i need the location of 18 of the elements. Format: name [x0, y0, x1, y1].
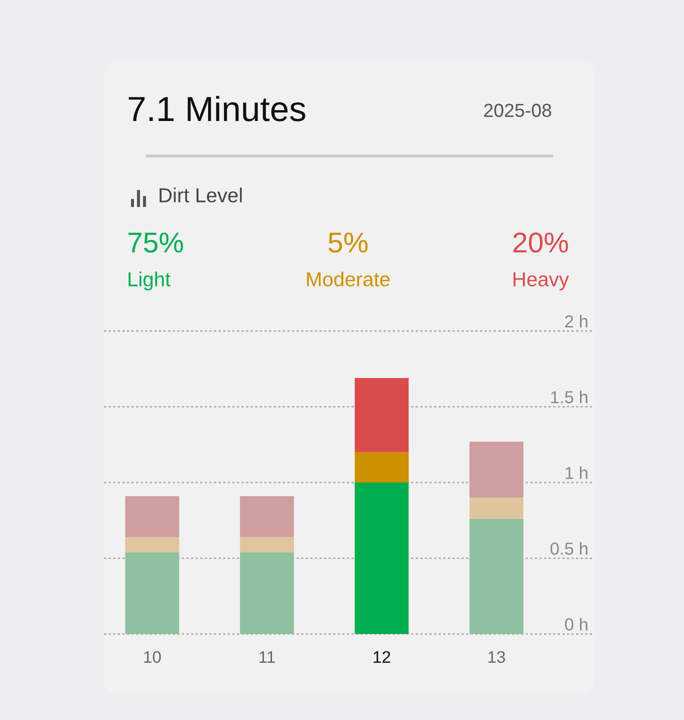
y-tick-label: 0.5 h	[550, 542, 588, 555]
chart-subtitle: 2025-08	[484, 104, 552, 118]
text: 5%	[328, 232, 368, 253]
text: 75%	[128, 232, 183, 253]
x-tick-label: 10	[144, 651, 161, 663]
x-tick-label: 13	[488, 651, 505, 663]
text: Heavy	[514, 272, 569, 290]
y-tick-label: 1.5 h	[551, 390, 588, 404]
y-tick-label: 0 h	[564, 618, 588, 631]
y-tick-label: 2 h	[565, 314, 588, 328]
text: Light	[128, 272, 171, 290]
text: 20%	[513, 232, 568, 253]
x-tick-label: 12	[374, 651, 390, 663]
chart-title: 7.1 Minutes	[128, 96, 306, 122]
x-tick-label: 11	[260, 651, 275, 663]
y-tick-label: 1 h	[566, 466, 588, 479]
legend-title: Dirt Level	[160, 188, 242, 202]
text: Moderate	[307, 272, 390, 286]
